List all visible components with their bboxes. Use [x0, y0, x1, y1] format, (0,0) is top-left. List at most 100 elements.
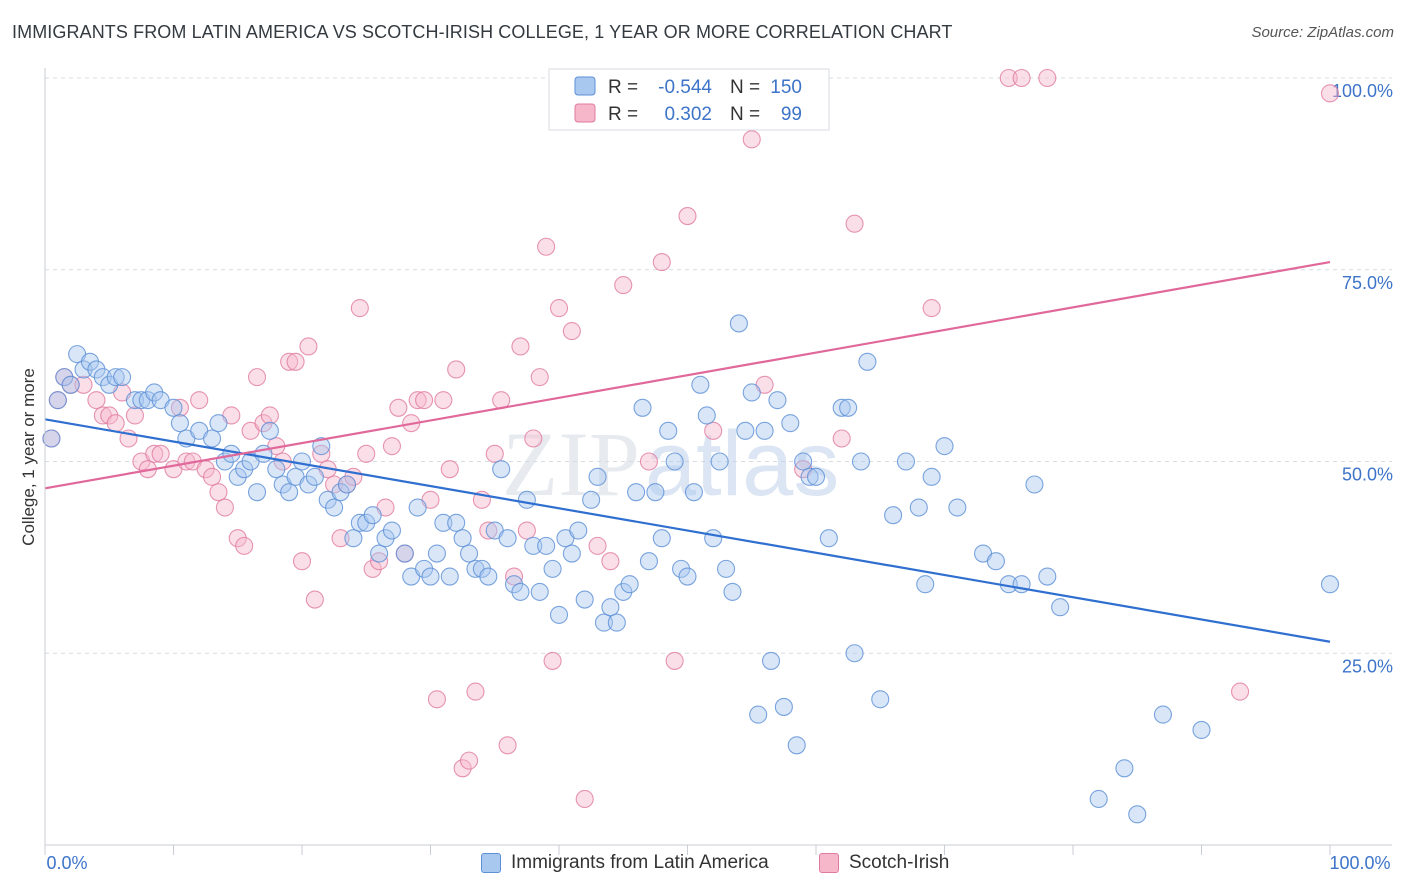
latin-america-point-10: [106, 368, 125, 387]
latin-america-point-30: [260, 421, 279, 440]
latin-america-point-115: [819, 529, 838, 548]
latin-america-point-89: [646, 483, 665, 502]
scotch-irish-point-72: [524, 429, 543, 448]
scotch-irish-point-70: [511, 337, 530, 356]
latin-america-point-21: [203, 429, 222, 448]
scotch-irish-point-69: [504, 567, 524, 586]
scotch-irish-point-26: [228, 529, 247, 548]
latin-america-point-67: [504, 575, 524, 594]
latin-america-point-17: [164, 398, 183, 417]
scotch-irish-point-54: [408, 391, 427, 410]
latin-america-point-6: [80, 352, 100, 371]
scotch-irish-point-38: [305, 590, 324, 609]
scotch-irish-point-73: [530, 368, 549, 387]
latin-america-point-5: [74, 360, 93, 379]
scotch-irish-point-39: [312, 444, 331, 463]
latin-america-point-118: [845, 644, 864, 663]
latin-america-point-123: [896, 452, 916, 471]
scotch-irish-point-91: [845, 214, 864, 233]
legend-n-label-pink: N =: [730, 104, 760, 125]
latin-america-point-49: [382, 521, 402, 540]
legend-n-value-pink: 99: [781, 104, 802, 125]
latin-america-point-55: [427, 544, 446, 563]
bottom-legend-item-scotch-irish[interactable]: Scotch-Irish: [819, 852, 949, 874]
y-tick-label-100: 100.0%: [1332, 81, 1393, 101]
latin-america-point-133: [1025, 475, 1044, 494]
scotch-irish-point-59: [440, 460, 459, 479]
scotch-irish-point-14: [145, 444, 164, 463]
scotch-irish-point-36: [292, 552, 312, 571]
scotch-irish-point-57: [427, 690, 446, 709]
scotch-irish-point-85: [678, 207, 697, 226]
latin-america-point-76: [562, 544, 581, 563]
scotch-irish-point-96: [1320, 84, 1340, 103]
bottom-legend-item-latin-america[interactable]: Immigrants from Latin America: [481, 852, 769, 874]
latin-america-point-8: [93, 368, 112, 387]
latin-america-point-82: [601, 598, 620, 617]
grid-layer: 25.0% 50.0% 75.0% 100.0%: [45, 77, 1393, 676]
legend-r-value-blue: -0.544: [658, 77, 712, 98]
scotch-irish-point-51: [389, 398, 408, 417]
scotch-irish-point-35: [286, 352, 305, 371]
latin-america-point-112: [794, 452, 813, 471]
scotch-irish-point-82: [639, 452, 659, 471]
scotch-irish-point-42: [331, 529, 350, 548]
scotch-irish-point-34: [280, 352, 299, 371]
latin-america-point-116: [832, 398, 851, 417]
scotch-irish-point-41: [325, 475, 344, 494]
latin-america-point-28: [247, 483, 267, 502]
scotch-irish-point-31: [260, 406, 279, 425]
scotch-irish-point-86: [704, 421, 723, 440]
latin-america-point-117: [839, 398, 858, 417]
bottom-legend-swatch-pink: [819, 853, 839, 873]
latin-america-point-40: [325, 498, 344, 517]
latin-america-point-65: [492, 460, 511, 479]
latin-america-point-90: [652, 529, 671, 548]
latin-america-point-2: [55, 368, 74, 387]
series-scotch-irish: [42, 68, 1340, 809]
scotch-irish-point-80: [601, 552, 620, 571]
legend-r-label-pink: R =: [608, 104, 638, 125]
latin-america-point-140: [1192, 720, 1211, 740]
latin-america-point-72: [537, 536, 556, 555]
latin-america-point-56: [434, 513, 453, 532]
scotch-irish-point-79: [588, 536, 607, 555]
bottom-legend-label-scotch-irish: Scotch-Irish: [849, 852, 950, 873]
legend-n-label-blue: N =: [730, 77, 760, 98]
latin-america-point-36: [299, 475, 318, 494]
latin-america-point-127: [935, 437, 954, 456]
latin-america-point-108: [768, 391, 787, 410]
latin-america-point-109: [774, 697, 793, 716]
scotch-irish-point-74: [537, 237, 556, 256]
latin-america-point-97: [697, 406, 716, 425]
scotch-irish-point-66: [485, 444, 504, 463]
latin-america-point-7: [87, 360, 106, 379]
latin-america-point-105: [749, 705, 768, 724]
scotch-irish-point-29: [247, 368, 267, 387]
latin-america-point-54: [421, 567, 440, 586]
scotch-irish-point-60: [447, 360, 466, 379]
latin-america-point-77: [569, 521, 588, 540]
latin-america-point-98: [704, 529, 723, 548]
latin-america-point-14: [138, 391, 157, 410]
latin-america-point-43: [344, 529, 363, 548]
scotch-irish-point-78: [575, 789, 594, 809]
latin-america-point-139: [1153, 705, 1172, 724]
latin-america-point-111: [787, 736, 806, 755]
latin-america-point-81: [594, 613, 614, 632]
y-tick-label-75: 75.0%: [1342, 273, 1393, 293]
legend-swatch-blue: [574, 76, 596, 96]
latin-america-point-0: [42, 429, 61, 448]
scotch-irish-point-95: [1038, 68, 1057, 88]
x-tick-label-0: 0.0%: [46, 853, 87, 873]
scotch-irish-point-97: [1231, 682, 1250, 701]
latin-america-point-104: [742, 383, 761, 402]
latin-america-point-26: [235, 460, 254, 479]
scotch-irish-point-87: [742, 130, 761, 149]
scotch-irish-point-15: [151, 444, 170, 463]
scotch-irish-point-50: [382, 437, 402, 456]
latin-america-point-92: [665, 452, 684, 471]
scotch-irish-point-58: [434, 391, 453, 410]
latin-america-point-91: [659, 421, 678, 440]
latin-america-point-128: [948, 498, 967, 517]
